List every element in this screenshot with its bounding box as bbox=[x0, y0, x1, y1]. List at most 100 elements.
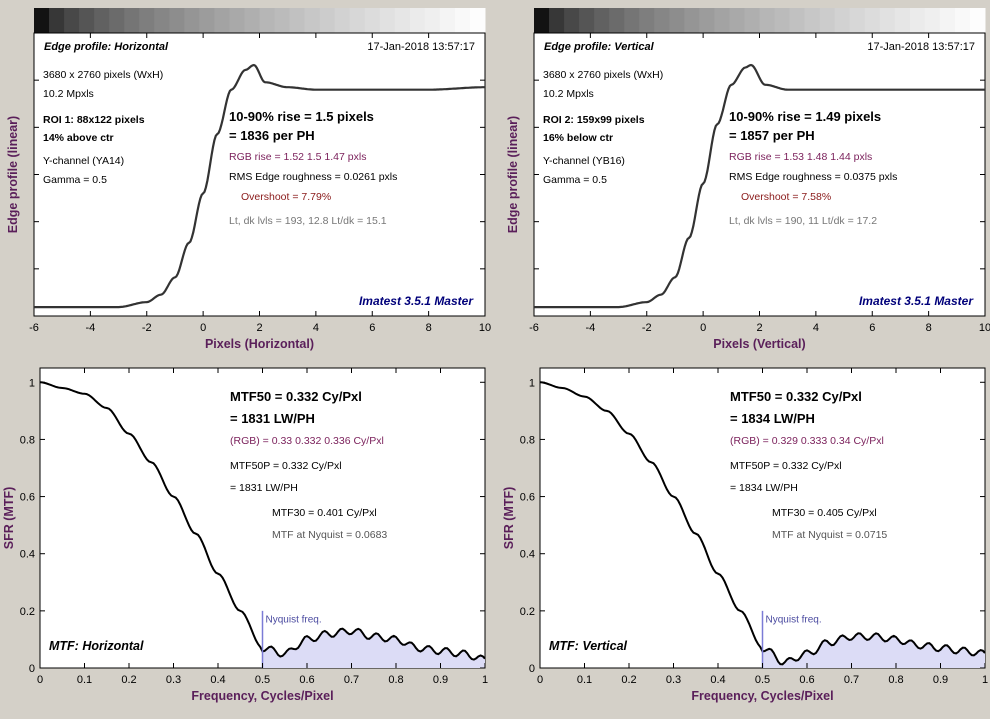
x-tick-label: 1 bbox=[982, 674, 988, 686]
rgb-rise: RGB rise = 1.53 1.48 1.44 pxls bbox=[729, 151, 872, 163]
x-tick-label: 0.2 bbox=[121, 674, 136, 686]
panel-title: Edge profile: Vertical bbox=[544, 41, 655, 53]
y-axis-label: Edge profile (linear) bbox=[506, 116, 520, 233]
y-axis-label: SFR (MTF) bbox=[2, 487, 16, 549]
x-tick-label: 0.1 bbox=[77, 674, 92, 686]
x-tick-label: 0.9 bbox=[433, 674, 448, 686]
y-tick-label: 0 bbox=[529, 663, 535, 675]
per-ph-value: = 1857 per PH bbox=[729, 128, 815, 143]
mtf50-value: MTF50 = 0.332 Cy/Pxl bbox=[730, 389, 862, 404]
x-tick-label: 2 bbox=[256, 322, 262, 334]
rise-value: 10-90% rise = 1.49 pixels bbox=[729, 109, 881, 124]
timestamp: 17-Jan-2018 13:57:17 bbox=[867, 41, 975, 53]
x-tick-label: 0.2 bbox=[621, 674, 636, 686]
x-tick-label: 2 bbox=[756, 322, 762, 334]
x-axis-label: Pixels (Vertical) bbox=[713, 337, 805, 351]
mtf30-value: MTF30 = 0.405 Cy/Pxl bbox=[772, 507, 877, 519]
rise-value: 10-90% rise = 1.5 pixels bbox=[229, 109, 374, 124]
mtf-at-nyquist: MTF at Nyquist = 0.0715 bbox=[772, 529, 887, 541]
gamma-info: Gamma = 0.5 bbox=[43, 174, 107, 186]
nyquist-label: Nyquist freq. bbox=[766, 614, 822, 625]
edge-profile-curve bbox=[34, 63, 485, 309]
image-size: 3680 x 2760 pixels (WxH) bbox=[43, 69, 163, 81]
mtf30-value: MTF30 = 0.401 Cy/Pxl bbox=[272, 507, 377, 519]
panel-title: Edge profile: Horizontal bbox=[44, 41, 169, 53]
x-axis-label: Frequency, Cycles/Pixel bbox=[691, 689, 833, 703]
plot-area bbox=[33, 32, 486, 317]
x-tick-label: 0.7 bbox=[844, 674, 859, 686]
x-tick-label: 0.5 bbox=[755, 674, 770, 686]
y-tick-label: 0.4 bbox=[520, 549, 535, 561]
x-tick-label: 8 bbox=[426, 322, 432, 334]
x-tick-label: 0.9 bbox=[933, 674, 948, 686]
x-tick-label: -2 bbox=[142, 322, 152, 334]
gray-step-wedge bbox=[534, 8, 986, 33]
x-tick-label: 0.1 bbox=[577, 674, 592, 686]
megapixels: 10.2 Mpxls bbox=[543, 88, 594, 100]
mtf-chart-svg: Nyquist freq. 0 0.1 0.2 0.3 0.4 0.5 0.6 0.7 0.8 0.… bbox=[2, 367, 488, 703]
gray-step-wedge bbox=[34, 8, 486, 33]
mtf-at-nyquist: MTF at Nyquist = 0.0683 bbox=[272, 529, 387, 541]
per-ph-value: = 1836 per PH bbox=[229, 128, 315, 143]
x-tick-label: 4 bbox=[313, 322, 319, 334]
channel-info: Y-channel (YB16) bbox=[543, 155, 625, 167]
beyond-nyquist-fill bbox=[762, 633, 985, 668]
y-tick-label: 0.6 bbox=[520, 492, 535, 504]
x-tick-label: 0.6 bbox=[799, 674, 814, 686]
overshoot: Overshoot = 7.79% bbox=[241, 191, 331, 203]
x-tick-label: -6 bbox=[529, 322, 539, 334]
mtf-horizontal-panel: Nyquist freq. 0 0.1 0.2 0.3 0.4 0.5 0.6 0.7 0.8 0.… bbox=[0, 357, 495, 714]
image-size: 3680 x 2760 pixels (WxH) bbox=[543, 69, 663, 81]
x-axis-label: Pixels (Horizontal) bbox=[205, 337, 314, 351]
light-dark-levels: Lt, dk lvls = 190, 11 Lt/dk = 17.2 bbox=[729, 215, 877, 227]
x-tick-label: 0.8 bbox=[388, 674, 403, 686]
x-tick-label: 0 bbox=[537, 674, 543, 686]
y-tick-label: 0.2 bbox=[520, 606, 535, 618]
edge-profile-curve bbox=[534, 63, 985, 309]
x-tick-label: 4 bbox=[813, 322, 819, 334]
x-tick-label: 8 bbox=[926, 322, 932, 334]
x-tick-label: 0.3 bbox=[666, 674, 681, 686]
y-tick-label: 1 bbox=[529, 377, 535, 389]
x-tick-label: 0.4 bbox=[210, 674, 225, 686]
y-axis-label: Edge profile (linear) bbox=[6, 116, 20, 233]
x-tick-label: 0.5 bbox=[255, 674, 270, 686]
x-tick-label: 10 bbox=[979, 322, 990, 334]
rgb-mtf50: (RGB) = 0.329 0.333 0.34 Cy/Pxl bbox=[730, 435, 884, 447]
y-tick-label: 0.2 bbox=[20, 606, 35, 618]
mtf50p-lwph: = 1831 LW/PH bbox=[230, 482, 298, 494]
mtf50p-lwph: = 1834 LW/PH bbox=[730, 482, 798, 494]
mtf-vertical-panel: Nyquist freq. 0 0.1 0.2 0.3 0.4 0.5 0.6 0.7 0.8 0.… bbox=[500, 357, 990, 714]
mtf-chart-svg: Nyquist freq. 0 0.1 0.2 0.3 0.4 0.5 0.6 0.7 0.8 0.… bbox=[502, 367, 988, 703]
x-tick-label: 6 bbox=[369, 322, 375, 334]
mtf50p-value: MTF50P = 0.332 Cy/Pxl bbox=[730, 460, 842, 472]
edge-chart-svg: -6 -4 -2 0 2 4 6 8 10 Edge profile: Horizontal 17-… bbox=[6, 8, 491, 351]
timestamp: 17-Jan-2018 13:57:17 bbox=[367, 41, 475, 53]
y-tick-label: 0.6 bbox=[20, 492, 35, 504]
x-tick-label: -4 bbox=[85, 322, 95, 334]
mtf50-lwph: = 1834 LW/PH bbox=[730, 411, 815, 426]
corner-label: MTF: Vertical bbox=[549, 639, 628, 653]
y-tick-label: 0.8 bbox=[20, 434, 35, 446]
x-tick-label: 0 bbox=[700, 322, 706, 334]
x-tick-label: 0.4 bbox=[710, 674, 725, 686]
x-tick-label: 0.8 bbox=[888, 674, 903, 686]
corner-label: MTF: Horizontal bbox=[49, 639, 144, 653]
rgb-rise: RGB rise = 1.52 1.5 1.47 pxls bbox=[229, 151, 366, 163]
y-tick-label: 0 bbox=[29, 663, 35, 675]
gamma-info: Gamma = 0.5 bbox=[543, 174, 607, 186]
megapixels: 10.2 Mpxls bbox=[43, 88, 94, 100]
y-tick-label: 0.4 bbox=[20, 549, 35, 561]
x-tick-label: 10 bbox=[479, 322, 491, 334]
edge-profile-vertical-panel: -6 -4 -2 0 2 4 6 8 10 Edge profile: Vertical 17-Ja… bbox=[500, 0, 990, 357]
x-tick-label: -2 bbox=[642, 322, 652, 334]
nyquist-label: Nyquist freq. bbox=[266, 614, 322, 625]
edge-profile-horizontal-panel: -6 -4 -2 0 2 4 6 8 10 Edge profile: Horizontal 17-… bbox=[0, 0, 495, 357]
imatest-brand: Imatest 3.5.1 Master bbox=[359, 294, 474, 308]
y-tick-label: 1 bbox=[29, 377, 35, 389]
mtf50-lwph: = 1831 LW/PH bbox=[230, 411, 315, 426]
x-tick-label: 0.3 bbox=[166, 674, 181, 686]
x-tick-label: 0 bbox=[200, 322, 206, 334]
y-tick-label: 0.8 bbox=[520, 434, 535, 446]
x-tick-label: 6 bbox=[869, 322, 875, 334]
